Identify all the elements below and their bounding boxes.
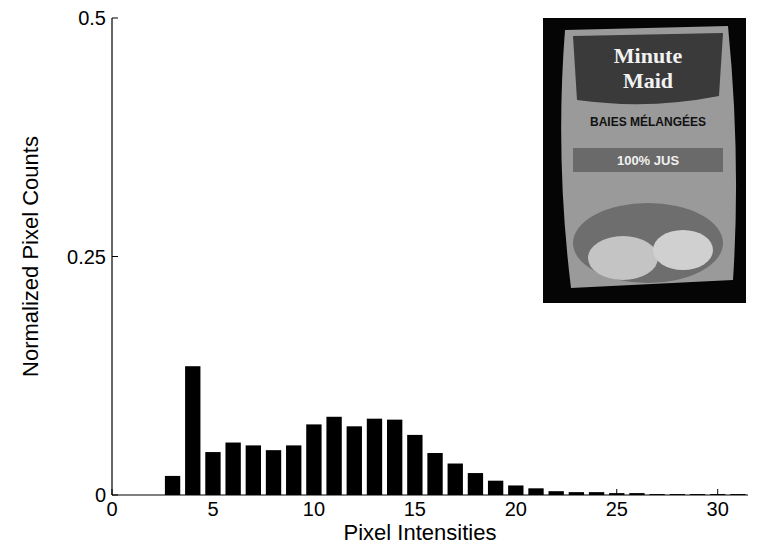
x-tick [212,489,213,495]
annotation: 100% JUS [617,153,679,168]
fruit [653,230,713,270]
x-axis-title: Pixel Intensities [344,520,497,545]
bar [165,476,180,495]
bar [266,450,281,495]
bar [508,485,523,495]
y-tick [112,495,118,496]
bar [407,435,422,495]
y-tick [112,18,118,19]
bar [488,481,503,495]
x-tick [515,489,516,495]
x-tick-label: 0 [106,498,117,520]
y-tick-label: 0.5 [78,7,106,29]
bar [347,426,362,495]
bar [448,464,463,495]
y-tick [112,256,118,257]
x-tick [717,489,718,495]
y-tick-label: 0 [95,484,106,506]
bar [205,452,220,495]
x-tick [313,489,314,495]
y-axis-title: Normalized Pixel Counts [18,136,43,377]
bar [468,473,483,495]
annotation: Maid [623,68,673,93]
bar [225,443,240,495]
x-tick-label: 20 [505,498,527,520]
band [573,148,723,172]
inset-photo: MinuteMaid BAIES MÉLANGÉES 100% JUS [543,18,746,303]
fruit [573,203,723,283]
chart: 0 5 10 15 20 25 30 0 0.25 0.5 Pixel Intensities Nor… [0,0,758,554]
bag [561,26,736,288]
bar [246,445,261,495]
x-tick [616,489,617,495]
bar [387,420,402,495]
annotation: BAIES MÉLANGÉES [590,114,706,129]
bars [165,366,746,495]
x-tick-label: 30 [707,498,729,520]
bar [528,488,543,495]
x-tick-label: 5 [207,498,218,520]
logo-panel [573,33,723,104]
x-tick-label: 25 [606,498,628,520]
bar [185,366,200,495]
x-tick [414,489,415,495]
annotation: Minute [614,43,683,68]
x-tick-label: 10 [303,498,325,520]
x-tick-label: 15 [404,498,426,520]
bar [367,419,382,495]
x-tick [112,489,113,495]
bar [326,417,341,495]
bar [286,445,301,495]
x-axis [112,494,748,495]
inset-background [543,18,746,303]
fruit [588,236,658,280]
y-tick-label: 0.25 [67,246,106,268]
bar [427,453,442,495]
bar [306,424,321,495]
